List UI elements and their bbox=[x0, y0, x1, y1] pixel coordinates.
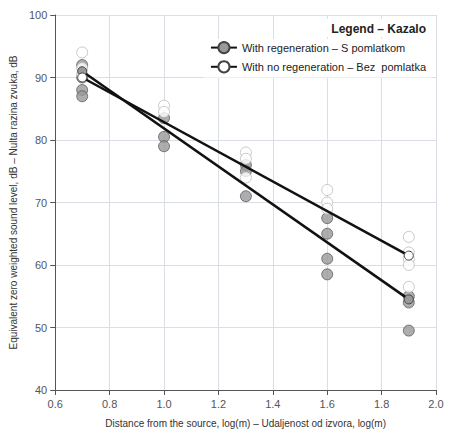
svg-text:70: 70 bbox=[35, 197, 47, 209]
svg-text:1.2: 1.2 bbox=[211, 398, 226, 410]
svg-text:40: 40 bbox=[35, 384, 47, 396]
svg-text:80: 80 bbox=[35, 134, 47, 146]
svg-text:Legend – Kazalo: Legend – Kazalo bbox=[331, 22, 426, 36]
svg-text:50: 50 bbox=[35, 322, 47, 334]
svg-text:2.0: 2.0 bbox=[428, 398, 443, 410]
svg-text:Equivalent zero weighted sound: Equivalent zero weighted sound level, dB… bbox=[8, 55, 19, 349]
svg-text:0.6: 0.6 bbox=[48, 398, 63, 410]
svg-text:With no regeneration – Bez po: With no regeneration – Bez pomlatka bbox=[242, 61, 427, 73]
svg-text:0.8: 0.8 bbox=[102, 398, 117, 410]
svg-text:With regeneration – S pomlatko: With regeneration – S pomlatkom bbox=[242, 42, 405, 54]
svg-text:1.4: 1.4 bbox=[265, 398, 280, 410]
svg-text:100: 100 bbox=[29, 9, 47, 21]
svg-text:Distance from the source, log(: Distance from the source, log(m) – Udalj… bbox=[105, 418, 386, 429]
svg-text:90: 90 bbox=[35, 72, 47, 84]
svg-text:1.0: 1.0 bbox=[156, 398, 171, 410]
svg-text:1.8: 1.8 bbox=[374, 398, 389, 410]
svg-text:60: 60 bbox=[35, 259, 47, 271]
svg-text:1.6: 1.6 bbox=[320, 398, 335, 410]
